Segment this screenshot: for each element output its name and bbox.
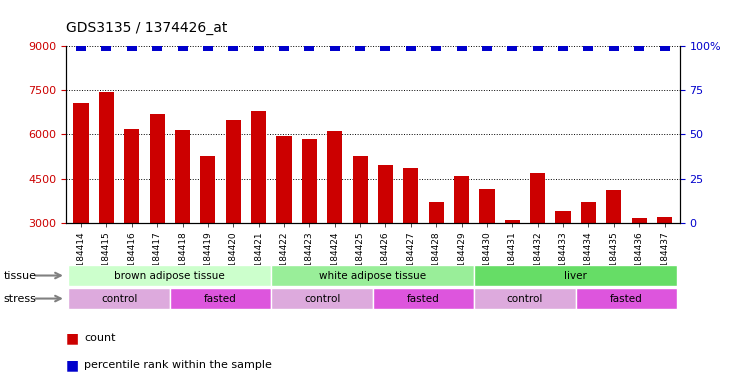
Bar bbox=[352, 157, 368, 223]
Text: control: control bbox=[101, 293, 137, 304]
Text: count: count bbox=[84, 333, 115, 343]
Bar bbox=[327, 131, 342, 223]
Point bbox=[329, 43, 341, 49]
Text: control: control bbox=[304, 293, 340, 304]
Point bbox=[532, 43, 544, 49]
Point bbox=[557, 43, 569, 49]
Text: fasted: fasted bbox=[610, 293, 643, 304]
Bar bbox=[581, 202, 596, 223]
Point bbox=[431, 43, 442, 49]
Text: fasted: fasted bbox=[204, 293, 237, 304]
Bar bbox=[480, 189, 495, 223]
Text: GDS3135 / 1374426_at: GDS3135 / 1374426_at bbox=[66, 21, 227, 35]
Point bbox=[355, 43, 366, 49]
Point bbox=[583, 43, 594, 49]
Point bbox=[151, 43, 163, 49]
Point bbox=[608, 43, 620, 49]
Bar bbox=[428, 202, 444, 223]
Bar bbox=[606, 190, 621, 223]
Point bbox=[481, 43, 493, 49]
Point bbox=[177, 43, 189, 49]
Text: percentile rank within the sample: percentile rank within the sample bbox=[84, 360, 272, 370]
Point bbox=[279, 43, 290, 49]
Text: white adipose tissue: white adipose tissue bbox=[319, 270, 426, 281]
Bar bbox=[175, 130, 190, 223]
Bar bbox=[632, 218, 647, 223]
Bar bbox=[504, 220, 520, 223]
Point bbox=[659, 43, 670, 49]
Bar bbox=[73, 104, 88, 223]
Point bbox=[227, 43, 239, 49]
Bar bbox=[150, 114, 164, 223]
Bar bbox=[454, 175, 469, 223]
Bar bbox=[530, 173, 545, 223]
Bar bbox=[276, 136, 292, 223]
Text: ■: ■ bbox=[66, 358, 79, 372]
Point bbox=[202, 43, 213, 49]
Bar bbox=[404, 168, 418, 223]
Bar bbox=[200, 157, 216, 223]
Point bbox=[633, 43, 645, 49]
Text: liver: liver bbox=[564, 270, 587, 281]
Point bbox=[101, 43, 113, 49]
Text: stress: stress bbox=[4, 293, 37, 304]
Bar bbox=[251, 111, 266, 223]
Bar bbox=[378, 166, 393, 223]
Point bbox=[126, 43, 137, 49]
Point bbox=[303, 43, 315, 49]
Bar bbox=[556, 211, 571, 223]
Text: fasted: fasted bbox=[407, 293, 440, 304]
Point bbox=[253, 43, 265, 49]
Text: tissue: tissue bbox=[4, 270, 37, 281]
Bar bbox=[302, 139, 317, 223]
Point bbox=[455, 43, 467, 49]
Text: brown adipose tissue: brown adipose tissue bbox=[115, 270, 225, 281]
Bar bbox=[124, 129, 140, 223]
Point bbox=[379, 43, 391, 49]
Point bbox=[75, 43, 87, 49]
Text: control: control bbox=[507, 293, 543, 304]
Point bbox=[507, 43, 518, 49]
Point bbox=[405, 43, 417, 49]
Bar bbox=[99, 92, 114, 223]
Bar bbox=[226, 120, 241, 223]
Text: ■: ■ bbox=[66, 331, 79, 345]
Bar bbox=[657, 217, 673, 223]
